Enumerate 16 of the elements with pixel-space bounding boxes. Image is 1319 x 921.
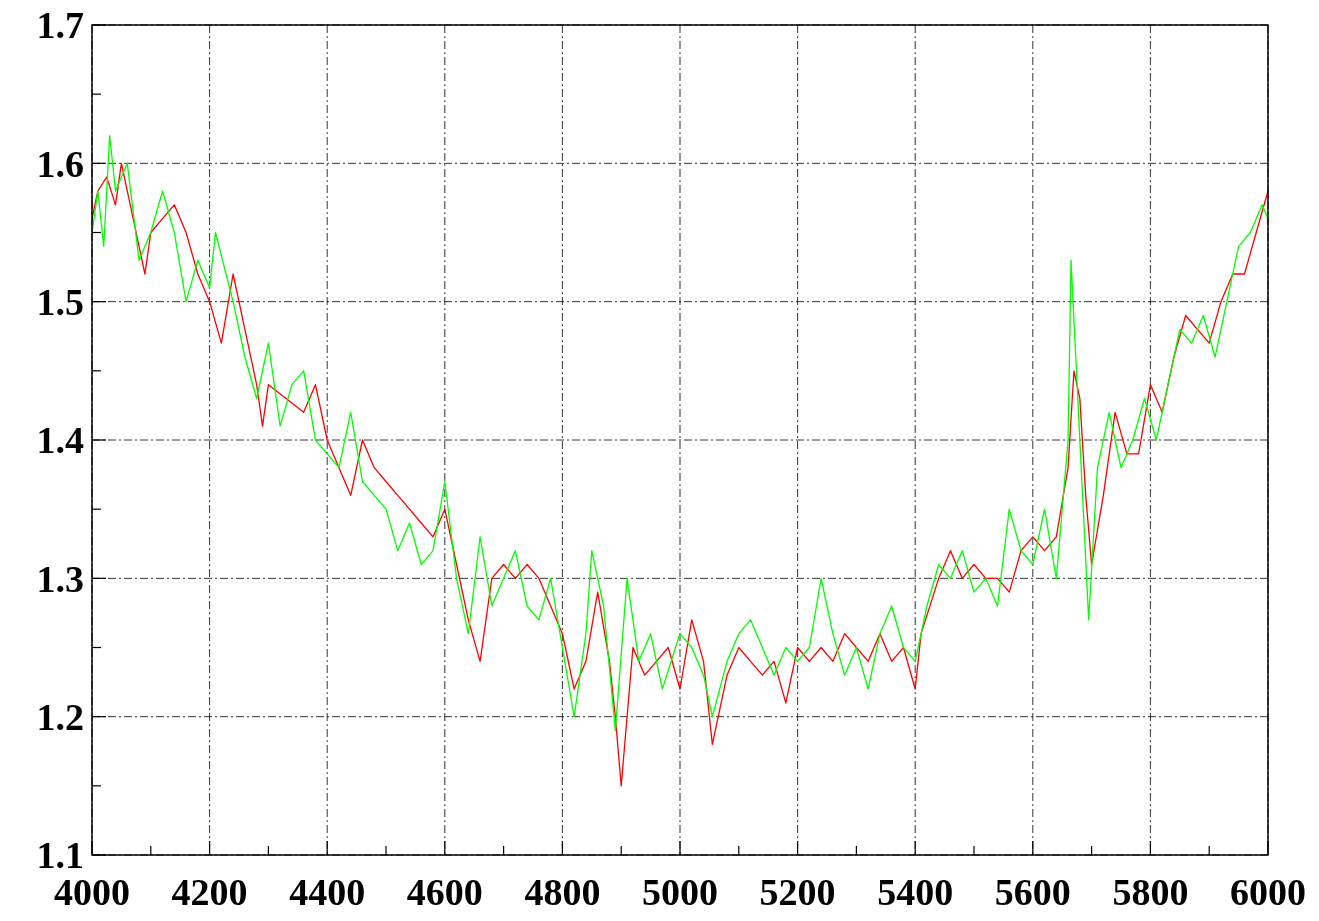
x-tick-label: 4200 xyxy=(171,871,248,913)
y-tick-label: 1.6 xyxy=(36,142,84,185)
x-tick-label: 4400 xyxy=(289,871,366,913)
x-tick-label: 5600 xyxy=(994,871,1071,913)
x-tick-label: 4600 xyxy=(406,871,483,913)
y-tick-label: 1.2 xyxy=(36,695,84,738)
x-tick-label: 5200 xyxy=(759,871,836,913)
x-tick-label: 4800 xyxy=(524,871,601,913)
y-tick-label: 1.5 xyxy=(36,280,84,323)
x-tick-label: 5800 xyxy=(1112,871,1189,913)
x-tick-label: 6000 xyxy=(1230,871,1306,913)
y-tick-label: 1.7 xyxy=(36,4,84,47)
y-tick-label: 1.3 xyxy=(36,557,84,600)
x-tick-label: 5000 xyxy=(642,871,718,913)
y-tick-label: 1.4 xyxy=(36,419,84,462)
x-tick-label: 5400 xyxy=(877,871,954,913)
